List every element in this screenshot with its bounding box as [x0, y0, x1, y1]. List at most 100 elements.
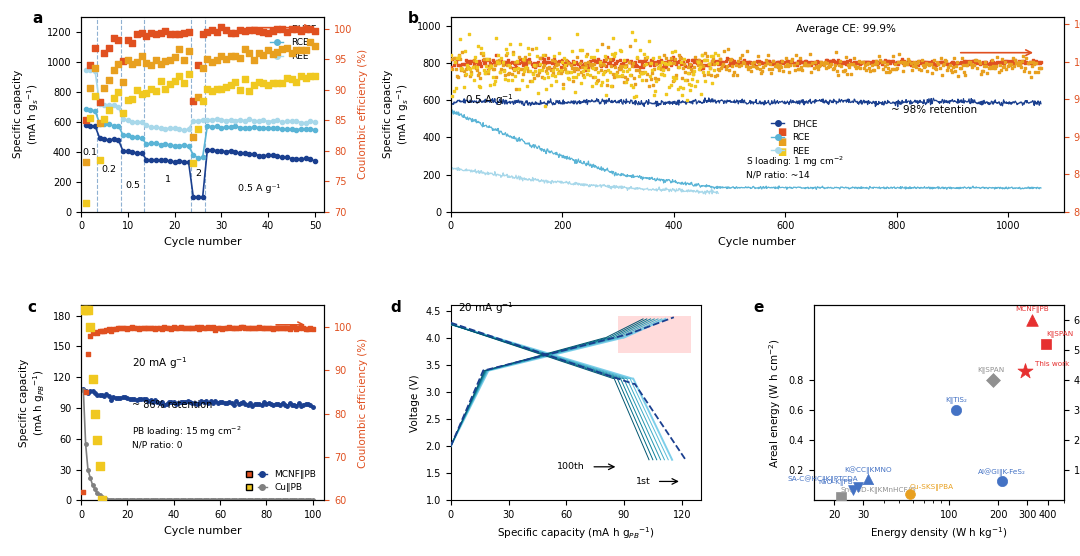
Point	[798, 60, 815, 69]
Point	[521, 49, 538, 58]
Point	[497, 59, 514, 68]
Point	[762, 68, 780, 77]
Point	[208, 56, 226, 65]
Point	[824, 56, 841, 64]
Point	[265, 78, 282, 87]
Point	[531, 54, 549, 63]
Point	[518, 63, 536, 72]
Point	[502, 39, 519, 48]
Point	[518, 56, 536, 64]
Point	[961, 58, 978, 67]
Point	[893, 57, 910, 66]
Point	[501, 69, 518, 78]
Point	[609, 57, 626, 66]
Y-axis label: Coulombic efficiency (%): Coulombic efficiency (%)	[357, 338, 368, 468]
Point	[908, 59, 926, 68]
Point	[748, 63, 766, 72]
Point	[975, 61, 993, 70]
Point	[478, 62, 496, 71]
Point	[943, 58, 960, 67]
Point	[96, 48, 113, 57]
Point	[779, 59, 796, 68]
Point	[583, 81, 600, 90]
Point	[468, 63, 485, 72]
Point	[739, 58, 756, 67]
Point	[597, 62, 615, 71]
Point	[297, 325, 314, 334]
Point	[734, 57, 752, 66]
Point	[259, 46, 276, 54]
Point	[156, 322, 173, 331]
Point	[269, 47, 286, 56]
Point	[100, 105, 118, 114]
Point	[704, 59, 721, 68]
Point	[491, 57, 509, 66]
Point	[810, 58, 827, 67]
Point	[767, 62, 784, 71]
Point	[642, 58, 659, 67]
Point	[596, 56, 613, 65]
Point	[552, 66, 569, 75]
Point	[945, 59, 962, 68]
Point	[1030, 58, 1048, 67]
Point	[985, 64, 1002, 73]
Point	[565, 57, 582, 66]
Point	[727, 61, 744, 70]
Text: MCNF‖PB: MCNF‖PB	[1015, 306, 1049, 313]
Point	[678, 76, 696, 85]
Point	[899, 57, 916, 66]
Point	[866, 58, 883, 67]
Point	[234, 323, 252, 332]
Point	[279, 323, 296, 332]
Point	[937, 57, 955, 66]
Point	[613, 61, 631, 70]
Point	[457, 70, 474, 78]
Point	[858, 66, 875, 75]
Point	[91, 155, 108, 164]
Point	[956, 57, 973, 66]
Point	[892, 57, 909, 66]
Point	[255, 51, 272, 59]
Point	[307, 42, 324, 51]
Point	[588, 57, 605, 66]
Point	[576, 62, 593, 71]
Text: 0.5 A g⁻¹: 0.5 A g⁻¹	[238, 185, 280, 193]
Text: 0.5 A g$^{-1}$: 0.5 A g$^{-1}$	[464, 92, 514, 108]
Point	[994, 56, 1011, 65]
Point	[536, 54, 553, 63]
Point	[960, 57, 977, 66]
Point	[970, 58, 987, 67]
Point	[774, 67, 792, 76]
Point	[964, 56, 982, 65]
Point	[123, 322, 140, 331]
Point	[521, 58, 538, 67]
Point	[626, 58, 644, 67]
Point	[451, 35, 469, 44]
Point	[652, 55, 670, 64]
Point	[562, 68, 579, 77]
Point	[983, 59, 1000, 68]
Point	[669, 85, 686, 93]
Point	[745, 58, 762, 67]
Point	[620, 57, 637, 66]
Point	[842, 59, 860, 68]
Point	[161, 80, 178, 89]
Point	[251, 26, 268, 35]
Point	[471, 56, 488, 65]
Point	[620, 58, 637, 67]
Point	[872, 56, 889, 64]
X-axis label: Cycle number: Cycle number	[164, 525, 242, 535]
Point	[818, 64, 835, 73]
Point	[870, 52, 888, 61]
Point	[657, 59, 674, 68]
Point	[735, 58, 753, 67]
Point	[940, 59, 957, 68]
Point	[295, 324, 312, 332]
Point	[977, 61, 995, 70]
Point	[138, 88, 156, 97]
X-axis label: Energy density (W h kg$^{-1}$): Energy density (W h kg$^{-1}$)	[870, 525, 1008, 542]
Text: ~ 98% retention: ~ 98% retention	[891, 105, 977, 115]
Point	[548, 77, 565, 86]
Point	[802, 67, 820, 76]
Point	[923, 57, 941, 66]
